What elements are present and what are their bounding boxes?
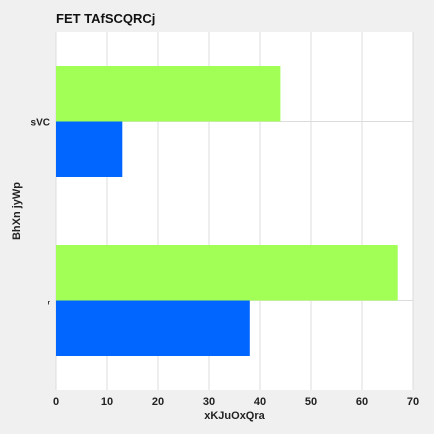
bar — [56, 245, 398, 301]
category-label: sVC — [31, 118, 50, 129]
bar — [56, 300, 250, 356]
bars — [56, 66, 398, 356]
x-tick-label: 30 — [203, 396, 215, 408]
x-tick-label: 60 — [356, 396, 368, 408]
x-tick-label: 10 — [101, 396, 113, 408]
bar — [56, 121, 123, 177]
x-axis-label: xKJuOxQra — [204, 410, 265, 422]
y-axis-label: BhXn jyWp — [11, 182, 23, 240]
category-labels: r sVC — [31, 118, 51, 307]
bar — [56, 66, 281, 122]
x-tick-label: 50 — [305, 396, 317, 408]
x-tick-label: 40 — [254, 396, 266, 408]
x-tick-labels: 0 10 20 30 40 50 60 70 — [53, 396, 419, 408]
x-tick-label: 20 — [152, 396, 164, 408]
x-tick-label: 0 — [53, 396, 59, 408]
category-label: r — [48, 301, 51, 307]
chart-title: FET TAfSCQRCj — [56, 11, 155, 26]
x-tick-label: 70 — [407, 396, 419, 408]
